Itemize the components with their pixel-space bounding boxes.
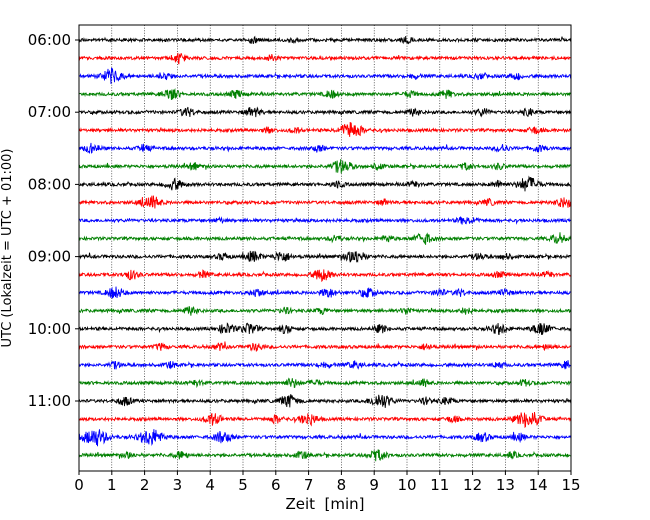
trace-row-0645 — [78, 88, 572, 101]
x-tick-label: 12 — [463, 476, 482, 494]
plot-background — [79, 25, 571, 471]
x-axis-label: Zeit [min] — [285, 495, 364, 513]
x-tick-label: 5 — [238, 476, 248, 494]
x-tick-label: 6 — [271, 476, 281, 494]
trace-row-0815 — [78, 195, 572, 209]
trace-row-1045 — [78, 377, 572, 389]
x-tick-label: 0 — [74, 476, 84, 494]
x-tick-label: 7 — [304, 476, 314, 494]
trace-row-0700 — [78, 106, 572, 118]
x-tick-label: 14 — [529, 476, 548, 494]
y-tick-label: 07:00 — [28, 103, 71, 121]
trace-row-0830 — [78, 216, 572, 225]
x-tick-label: 13 — [496, 476, 515, 494]
y-axis-label: UTC (Lokalzeit = UTC + 01:00) — [0, 149, 15, 348]
trace-row-0900 — [78, 250, 572, 263]
trace-row-1100 — [78, 394, 572, 408]
x-tick-label: 15 — [561, 476, 580, 494]
trace-row-0845 — [78, 232, 572, 245]
trace-row-0600 — [78, 35, 571, 45]
trace-row-0745 — [78, 159, 572, 174]
y-tick-label: 11:00 — [28, 392, 71, 410]
x-tick-label: 10 — [397, 476, 416, 494]
x-tick-label: 2 — [140, 476, 150, 494]
trace-row-1130 — [78, 429, 572, 447]
y-tick-label: 10:00 — [28, 320, 71, 338]
trace-row-0945 — [78, 306, 572, 316]
plot-frame — [78, 24, 572, 472]
trace-row-1015 — [78, 341, 572, 352]
y-tick-label: 09:00 — [28, 248, 71, 266]
trace-row-0730 — [78, 142, 572, 154]
trace-row-0630 — [78, 67, 572, 85]
x-tick-label: 11 — [430, 476, 449, 494]
x-axis: 0 1 2 3 4 5 6 7 8 9 10 11 12 13 14 15 — [74, 471, 581, 494]
x-tick-label: 9 — [369, 476, 379, 494]
trace-row-0915 — [79, 269, 572, 283]
trace-row-1115 — [78, 411, 572, 429]
trace-row-1000 — [78, 322, 572, 336]
trace-row-0800 — [78, 175, 572, 192]
y-axis: 06:00 07:00 08:00 09:00 10:00 11:00 — [28, 31, 79, 410]
x-tick-label: 4 — [205, 476, 215, 494]
y-tick-label: 08:00 — [28, 175, 71, 193]
trace-row-1145 — [78, 449, 572, 462]
x-tick-label: 8 — [337, 476, 347, 494]
x-tick-label: 1 — [107, 476, 117, 494]
y-tick-label: 06:00 — [28, 31, 71, 49]
trace-row-1030 — [78, 360, 572, 370]
trace-row-0615 — [78, 52, 572, 65]
x-tick-label: 3 — [173, 476, 183, 494]
seismic-traces — [78, 35, 572, 462]
trace-row-0930 — [78, 286, 572, 299]
trace-row-0715 — [78, 121, 572, 137]
